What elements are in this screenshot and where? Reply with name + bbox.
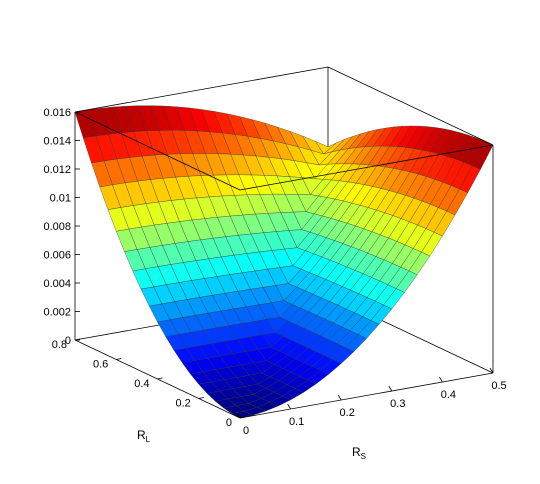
z-axis-ticks: 0 0.002 0.004 0.006 0.008 0.01 0.012 0.014 0.016 (43, 107, 80, 347)
rs-tick-mark-1 (287, 403, 291, 410)
rs-tick-label-5: 0.5 (491, 380, 506, 392)
rs-tick-label-2: 0.2 (340, 407, 355, 419)
z-tick-label-0: 0 (65, 335, 71, 347)
rl-axis-ticks: 0 0.2 0.4 0.6 0.8 (52, 338, 246, 429)
rl-tick-mark-3 (116, 358, 122, 360)
z-tick-label-2: 0.004 (43, 278, 71, 290)
rs-tick-mark-5 (489, 367, 494, 374)
box-edge-top-right (327, 66, 494, 146)
rl-tick-label-3: 0.6 (93, 359, 108, 371)
z-tick-label-7: 0.014 (43, 136, 71, 148)
surface-mesh (74, 105, 494, 419)
rl-tick-label-1: 0.2 (175, 398, 190, 410)
z-tick-label-6: 0.012 (43, 164, 71, 176)
z-tick-label-5: 0.01 (50, 193, 71, 205)
rl-tick-mark-1 (198, 397, 204, 399)
box-edge-top-front (239, 144, 494, 191)
z-tick-label-3: 0.006 (43, 250, 71, 262)
rs-axis-label: RS (352, 445, 366, 461)
rl-tick-label-2: 0.4 (134, 378, 149, 390)
rs-axis-ticks: 0 0.1 0.2 0.3 0.4 0.5 (236, 367, 507, 437)
rs-axis-line (239, 372, 494, 419)
rl-tick-mark-4 (74, 338, 81, 341)
box-edge-top-left (74, 111, 241, 191)
rs-tick-label-1: 0.1 (289, 416, 304, 428)
rs-tick-mark-3 (388, 385, 393, 392)
rl-tick-label-4: 0.8 (52, 339, 67, 351)
rl-tick-mark-0 (239, 416, 246, 419)
rs-tick-mark-2 (337, 394, 342, 401)
rs-tick-label-0: 0 (243, 425, 249, 437)
rl-tick-mark-2 (157, 377, 163, 380)
rs-tick-label-4: 0.4 (441, 389, 456, 401)
box-edge-top-back (74, 66, 329, 113)
rs-tick-mark-4 (439, 376, 443, 383)
rs-tick-label-3: 0.3 (390, 398, 405, 410)
rl-tick-label-0: 0 (226, 417, 232, 429)
rs-tick-mark-0 (236, 412, 241, 419)
z-tick-label-4: 0.008 (43, 221, 71, 233)
z-tick-label-1: 0.002 (43, 307, 71, 319)
rl-axis-label: RL (137, 428, 151, 444)
z-tick-label-8: 0.016 (43, 107, 71, 119)
